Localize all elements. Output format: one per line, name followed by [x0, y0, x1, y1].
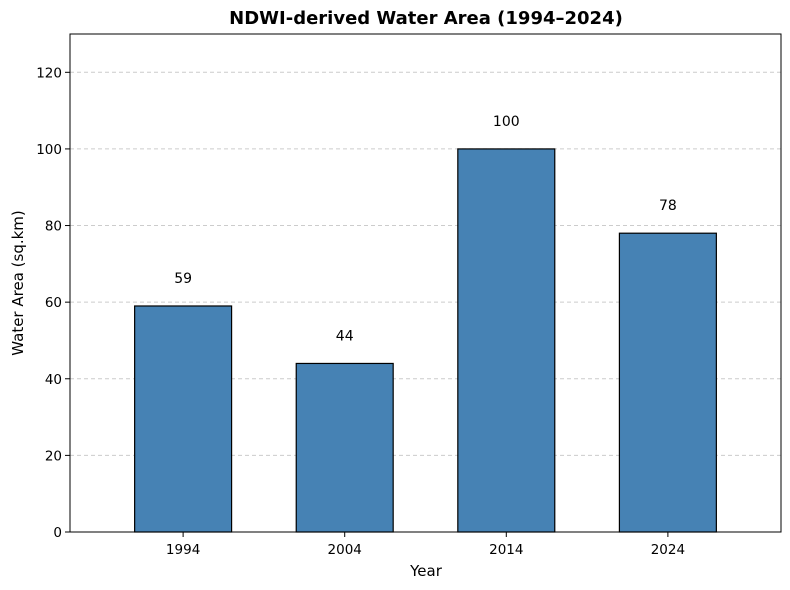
y-tick-label-20: 20 — [45, 448, 62, 464]
data-label-2014: 100 — [493, 114, 520, 130]
x-axis-label: Year — [409, 562, 443, 580]
bar-2004 — [295, 362, 394, 533]
y-tick-label-80: 80 — [45, 219, 62, 235]
y-tick-label-0: 0 — [53, 525, 62, 541]
bar-2014 — [457, 148, 556, 533]
bars — [134, 148, 717, 533]
bar-2024 — [618, 232, 717, 533]
plot-frame — [69, 33, 782, 533]
bar-1994 — [134, 305, 233, 533]
chart-title: NDWI-derived Water Area (1994–2024) — [229, 8, 623, 29]
x-tick-label-2024: 2024 — [651, 542, 685, 558]
y-tick-label-120: 120 — [36, 65, 62, 81]
x-tick-label-1994: 1994 — [166, 542, 200, 558]
data-label-2004: 44 — [336, 328, 354, 344]
y-tick-label-100: 100 — [36, 142, 62, 158]
x-tick-label-2014: 2014 — [489, 542, 523, 558]
y-axis: 0 20 40 60 80 100 120 — [36, 65, 70, 541]
data-label-1994: 59 — [174, 271, 192, 287]
y-tick-label-40: 40 — [45, 372, 62, 388]
y-tick-label-60: 60 — [45, 295, 62, 311]
data-label-2024: 78 — [659, 198, 677, 214]
x-tick-label-2004: 2004 — [328, 542, 362, 558]
y-axis-label: Water Area (sq.km) — [9, 210, 27, 356]
x-axis: 1994 2004 2014 2024 — [166, 532, 685, 558]
data-labels: 59 44 100 78 — [174, 114, 677, 345]
